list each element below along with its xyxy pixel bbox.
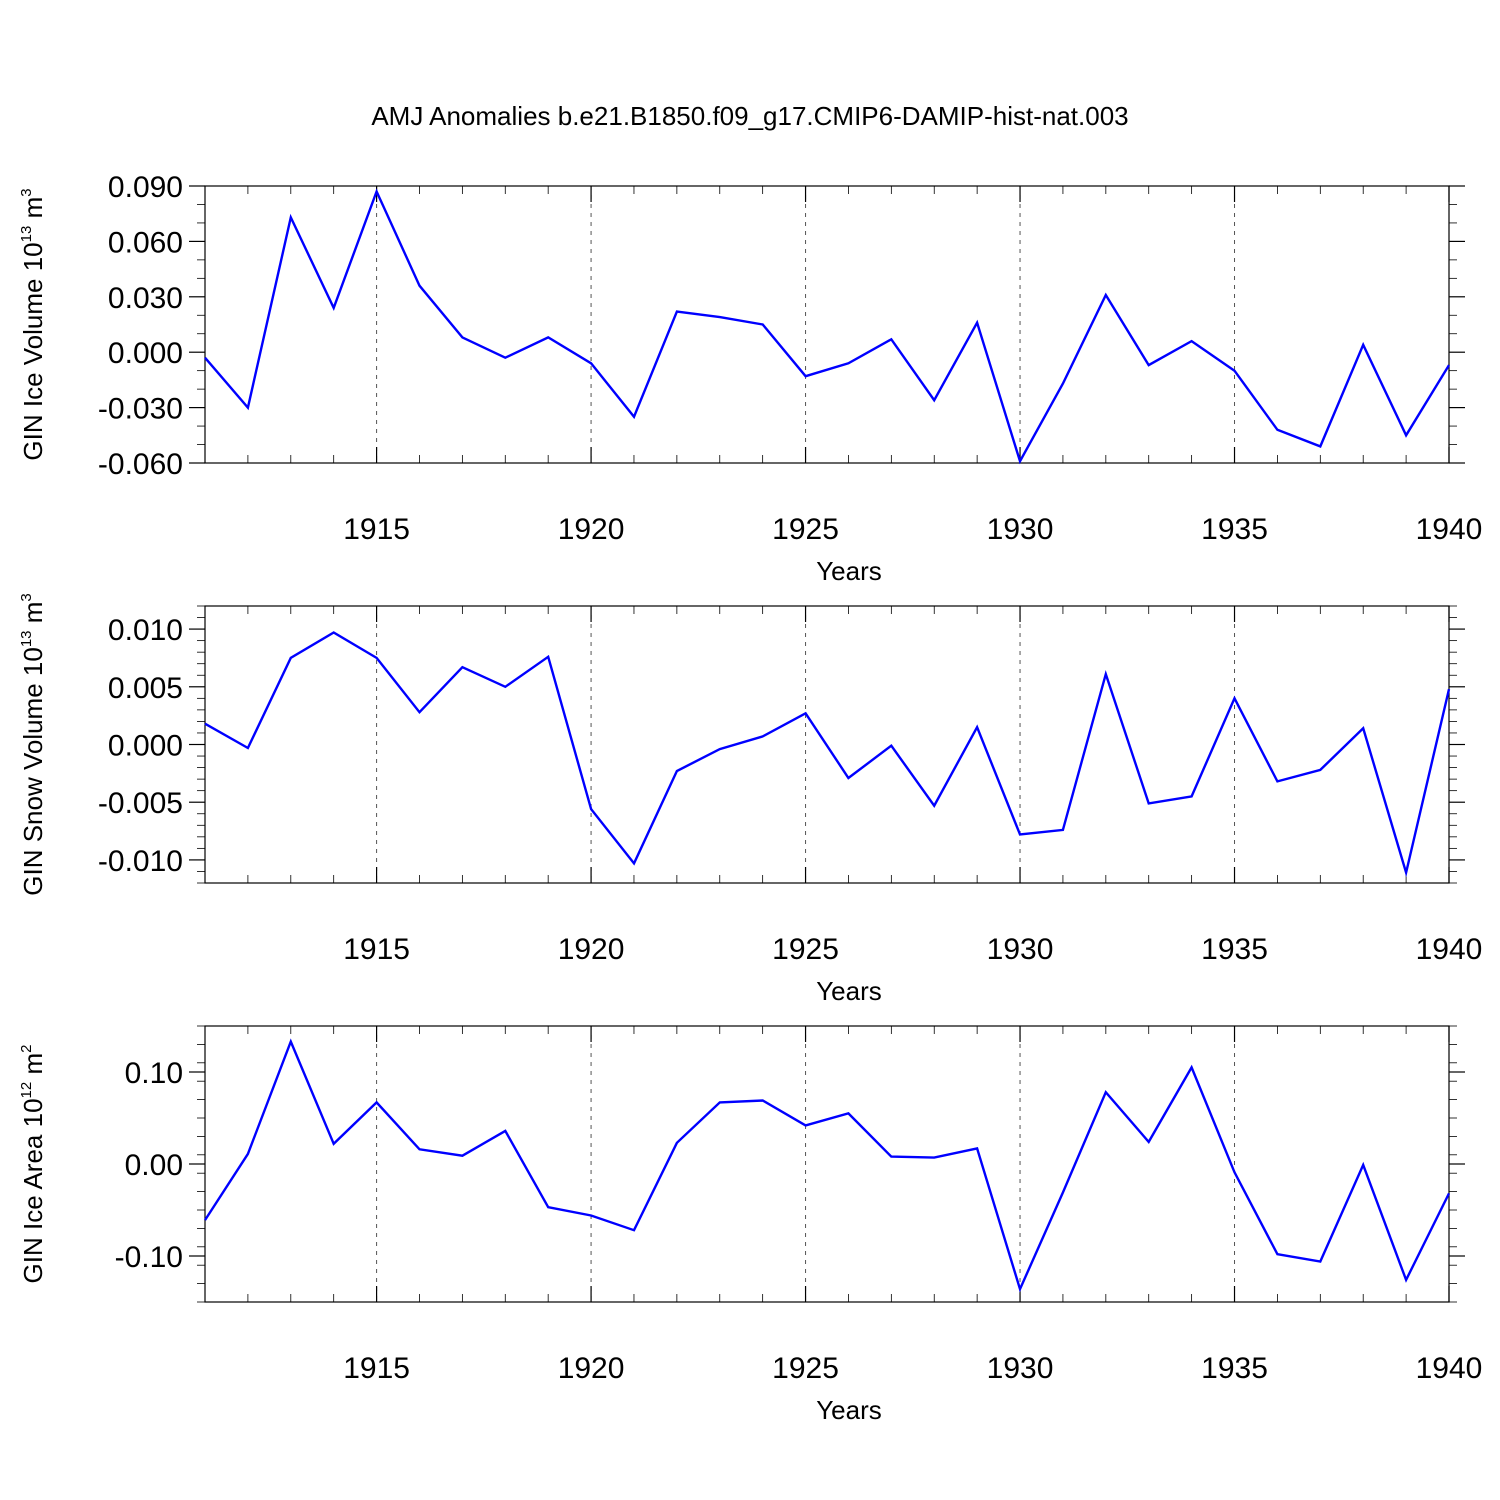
- y-axis-label-ylabel-exp: 13: [18, 630, 35, 647]
- y-tick-label: 0.090: [108, 171, 183, 204]
- y-axis-label-ylabel-unit: m: [18, 602, 48, 631]
- x-tick-label: 1915: [343, 513, 410, 546]
- panel-1: 1915 1920 1925 1930 1935 1940 -0.060 -0.030 0.00…: [18, 171, 1482, 586]
- x-tick-label: 1915: [343, 933, 410, 966]
- x-tick-label: 1925: [772, 513, 839, 546]
- series-line: [204, 188, 1451, 465]
- panel-2: 1915 1920 1925 1930 1935 1940 -0.010 -0.005 0.00…: [18, 593, 1482, 1006]
- y-axis-label-ylabel-unit: m: [18, 197, 48, 226]
- y-tick-label: 0.060: [108, 226, 183, 259]
- x-axis-label: Years: [816, 1395, 882, 1425]
- y-axis-label-ylabel-main: GIN Ice Area 10: [18, 1098, 48, 1283]
- x-tick-label: 1930: [987, 513, 1054, 546]
- x-tick-label: 1915: [343, 1352, 410, 1385]
- y-tick-label: 0.000: [108, 730, 183, 763]
- x-tick-label: 1940: [1416, 513, 1483, 546]
- y-tick-label: -0.005: [98, 787, 183, 820]
- y-axis-label-ylabel-exp: 12: [18, 1082, 35, 1099]
- x-axis-label: Years: [816, 556, 882, 586]
- x-tick-label: 1920: [558, 933, 625, 966]
- y-axis-label-ylabel-main: GIN Snow Volume 10: [18, 647, 48, 896]
- x-tick-label: 1925: [772, 1352, 839, 1385]
- y-axis-label: GIN Snow Volume 1013 m3: [18, 593, 48, 896]
- y-tick-label: -0.030: [98, 393, 183, 426]
- x-tick-label: 1940: [1416, 933, 1483, 966]
- x-tick-label: 1925: [772, 933, 839, 966]
- y-axis-label-ylabel-unit-exp: 3: [18, 188, 35, 196]
- x-tick-label: 1920: [558, 513, 625, 546]
- x-tick-label: 1930: [987, 933, 1054, 966]
- y-tick-label: 0.00: [125, 1149, 183, 1182]
- y-tick-label: -0.10: [115, 1241, 183, 1274]
- x-tick-label: 1935: [1201, 513, 1268, 546]
- y-axis-label: GIN Ice Area 1012 m2: [18, 1045, 48, 1284]
- x-tick-label: 1935: [1201, 1352, 1268, 1385]
- y-tick-label: 0.000: [108, 337, 183, 370]
- y-axis-label-ylabel-unit-exp: 3: [18, 593, 35, 601]
- y-tick-label: 0.005: [108, 672, 183, 705]
- y-axis-label-ylabel-unit: m: [18, 1053, 48, 1082]
- y-axis-label-ylabel-exp: 13: [18, 226, 35, 243]
- y-axis-label: GIN Ice Volume 1013 m3: [18, 188, 48, 460]
- y-tick-label: 0.030: [108, 282, 183, 315]
- panel-3: 1915 1920 1925 1930 1935 1940 -0.10 0.00 0.10 Yea…: [18, 1025, 1483, 1425]
- y-tick-label: 0.10: [125, 1057, 183, 1090]
- panels: 1915 1920 1925 1930 1935 1940 -0.060 -0.030 0.00…: [18, 171, 1482, 1425]
- plot-frame: [204, 185, 1450, 464]
- y-axis-label-ylabel-unit-exp: 2: [18, 1045, 35, 1053]
- series-line: [203, 1038, 1451, 1293]
- x-tick-label: 1930: [987, 1352, 1054, 1385]
- figure-title: AMJ Anomalies b.e21.B1850.f09_g17.CMIP6-…: [371, 101, 1128, 131]
- x-tick-label: 1920: [558, 1352, 625, 1385]
- x-tick-label: 1935: [1201, 933, 1268, 966]
- y-axis-label-ylabel-main: GIN Ice Volume 10: [18, 242, 48, 460]
- series-line: [204, 631, 1451, 878]
- x-tick-label: 1940: [1416, 1352, 1483, 1385]
- plot-frame: [204, 1025, 1450, 1303]
- y-tick-label: 0.010: [108, 614, 183, 647]
- y-tick-label: -0.060: [98, 448, 183, 481]
- y-tick-label: -0.010: [98, 845, 183, 878]
- x-axis-label: Years: [816, 976, 882, 1006]
